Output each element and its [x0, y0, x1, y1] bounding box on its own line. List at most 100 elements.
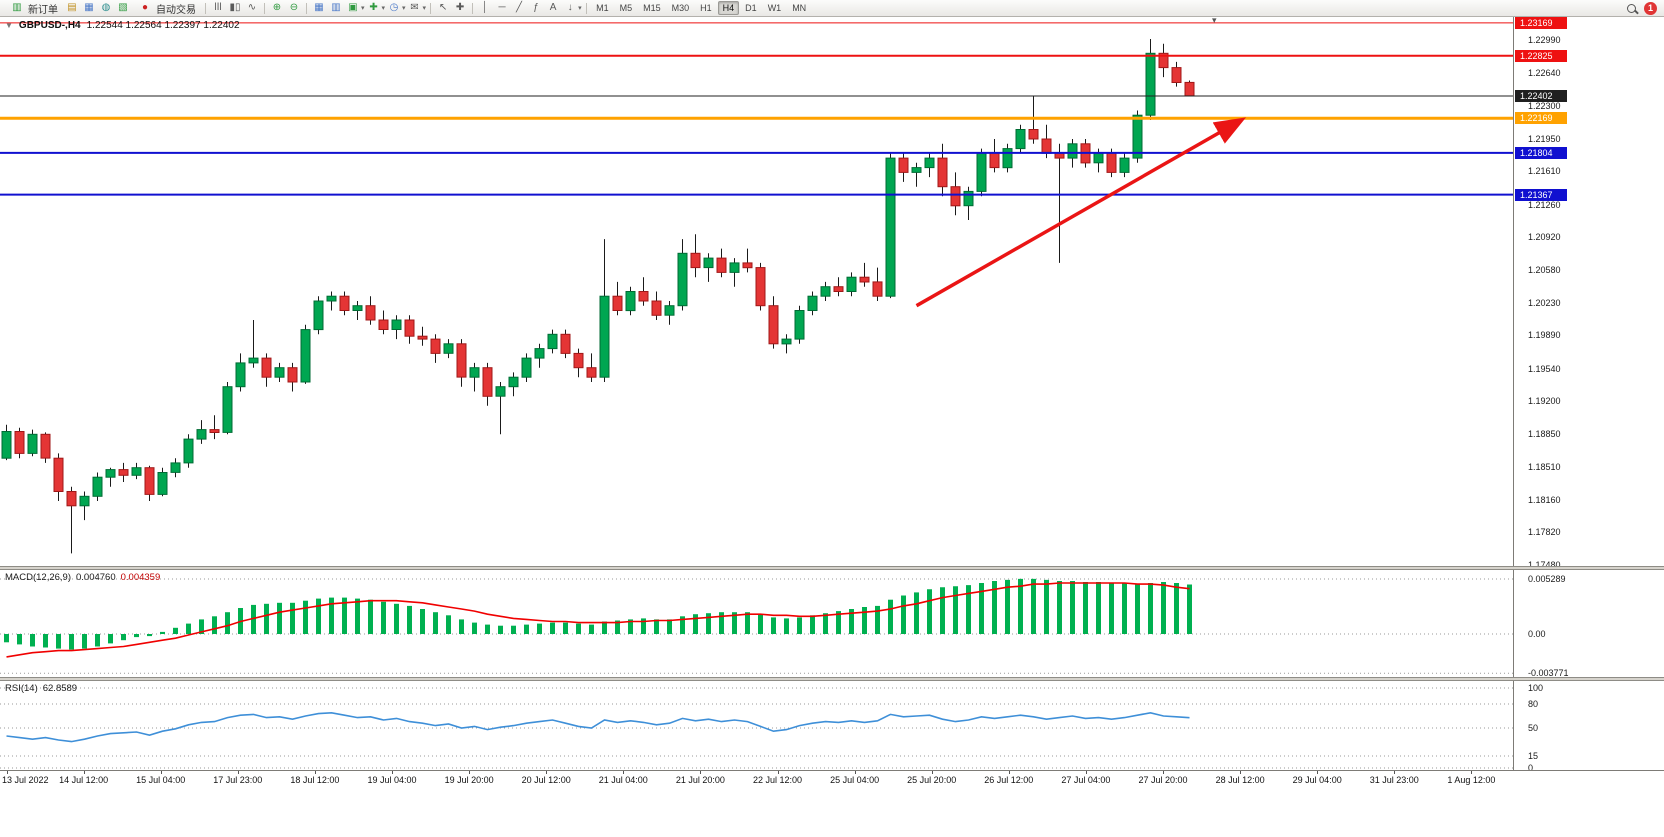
timeframe-button-d1[interactable]: D1	[745, 3, 757, 13]
autotrading-button[interactable]: ● 自动交易	[132, 1, 201, 16]
rsi-axis-tick: 50	[1528, 723, 1539, 733]
chart-ohlc-values: 1.22544 1.22564 1.22397 1.22402	[86, 20, 240, 31]
arrows-dropdown-icon[interactable]: ▾	[578, 5, 582, 12]
price-tick: 1.17480	[1528, 560, 1561, 570]
toolbar-right: 1	[1627, 1, 1660, 15]
macd-axis-tick: -0.003771	[1528, 668, 1569, 678]
macd-axis-tick: 0.005289	[1528, 574, 1566, 584]
timeframe-button-h1[interactable]: H1	[700, 3, 712, 13]
timeframe-button-mn[interactable]: MN	[792, 3, 807, 13]
rsi-panel[interactable]: RSI(14) 62.8589	[0, 681, 1513, 770]
time-label: 27 Jul 04:00	[1061, 775, 1111, 785]
chart-symbol-period: GBPUSD-,H4	[18, 20, 81, 31]
vertical-line-icon[interactable]: │	[481, 2, 489, 13]
timeframe-button-m1[interactable]: M1	[596, 3, 609, 13]
trendline-icon[interactable]: ╱	[516, 2, 523, 13]
price-tick: 1.21610	[1528, 166, 1561, 176]
new-order-button[interactable]: ▥ 新订单	[4, 1, 63, 16]
tile-windows-icon[interactable]: ▦	[314, 2, 324, 13]
cursor-icon[interactable]: ↖	[438, 2, 448, 13]
collapse-chart-icon[interactable]: ▼	[5, 21, 13, 30]
macd-panel[interactable]: MACD(12,26,9) 0.004760 0.004359	[0, 570, 1513, 677]
indicators-add-icon[interactable]: ✚	[369, 2, 378, 13]
price-line-tag: 1.23169	[1515, 17, 1567, 29]
price-chart-canvas[interactable]	[0, 17, 1513, 566]
toolbar-separator	[205, 2, 206, 14]
line-chart-icon[interactable]: ∿	[247, 2, 257, 13]
bars-chart-icon[interactable]: ǀǀǀ	[214, 2, 222, 13]
price-line-tag: 1.21367	[1515, 189, 1567, 201]
chart-shift-marker[interactable]: ▾	[1212, 15, 1217, 25]
panel-divider-rsi[interactable]	[0, 677, 1664, 681]
time-tick	[1471, 771, 1473, 774]
period-dropdown-icon[interactable]: ▾	[402, 5, 406, 12]
toolbar-separator	[306, 2, 307, 14]
time-axis[interactable]: 13 Jul 2022 14 Jul 12:00 15 Jul 04:00 17 Ju…	[0, 770, 1664, 837]
macd-signal-line	[6, 582, 1190, 658]
bull-candles	[1, 52, 1156, 507]
horizontal-line-icon[interactable]: ─	[498, 2, 506, 13]
timeframe-button-h4[interactable]: H4	[717, 1, 740, 15]
navigator-icon[interactable]: ▦	[84, 2, 94, 13]
time-label: 15 Jul 04:00	[136, 775, 186, 785]
time-tick	[777, 771, 779, 774]
time-label: 22 Jul 12:00	[752, 775, 803, 785]
candlestick-chart-icon[interactable]: ▮▯	[229, 2, 241, 13]
time-label: 25 Jul 20:00	[907, 775, 957, 785]
rsi-axis-tick: 15	[1528, 751, 1539, 761]
time-tick	[1394, 771, 1396, 774]
trend-arrow[interactable]	[915, 117, 1247, 308]
text-label-icon[interactable]: A	[549, 2, 557, 13]
time-label: 17 Jul 23:00	[213, 775, 263, 785]
timeframe-button-m30[interactable]: M30	[671, 3, 690, 13]
chart-workspace: ▼ GBPUSD-,H4 1.22544 1.22564 1.22397 1.2…	[0, 15, 1664, 837]
crosshair-icon[interactable]: ✚	[455, 2, 465, 13]
time-label: 19 Jul 04:00	[367, 775, 417, 785]
terminal-icon[interactable]: ▧	[118, 2, 128, 13]
candle-wicks	[6, 39, 1190, 554]
new-chart-icon[interactable]: ▣	[348, 2, 358, 13]
price-axis[interactable]: 1.22990 1.22640 1.22300 1.21950 1.21610 1.212…	[1513, 17, 1664, 773]
time-tick	[469, 771, 471, 774]
arrows-tool-icon[interactable]: ↓	[567, 2, 573, 13]
timeframe-button-w1[interactable]: W1	[767, 3, 782, 13]
new-chart-dropdown-icon[interactable]: ▾	[361, 5, 365, 12]
fibonacci-icon[interactable]: ƒ	[533, 2, 539, 13]
price-tick: 1.19540	[1528, 364, 1561, 374]
timeframe-button-m5[interactable]: M5	[619, 3, 633, 13]
timeframe-group: M1 M5 M15 M30 H1 H4 D1 W1 MN	[591, 1, 812, 15]
macd-canvas[interactable]	[0, 570, 1513, 677]
time-label: 28 Jul 12:00	[1215, 775, 1265, 785]
price-line-tag: 1.21804	[1515, 147, 1567, 159]
time-tick	[392, 771, 393, 774]
panel-divider-macd[interactable]	[0, 566, 1664, 570]
indicators-dropdown-icon[interactable]: ▾	[381, 5, 386, 12]
price-tick: 1.22990	[1528, 35, 1561, 45]
timeframe-button-m15[interactable]: M15	[643, 3, 661, 13]
news-icon[interactable]: ✉	[410, 2, 419, 13]
data-window-icon[interactable]: ◍	[101, 2, 111, 13]
zoom-in-icon[interactable]: ⊕	[272, 2, 282, 13]
time-label: 21 Jul 04:00	[598, 775, 648, 785]
price-chart-panel[interactable]: ▼ GBPUSD-,H4 1.22544 1.22564 1.22397 1.2…	[0, 15, 1513, 566]
new-order-icon: ▥	[12, 2, 22, 13]
time-label: 27 Jul 20:00	[1138, 775, 1188, 785]
chart-header: ▼ GBPUSD-,H4 1.22544 1.22564 1.22397 1.2…	[5, 20, 240, 31]
news-dropdown-icon[interactable]: ▾	[422, 5, 427, 12]
time-tick	[546, 771, 548, 774]
market-watch-icon[interactable]: ▤	[67, 2, 77, 13]
zoom-out-icon[interactable]: ⊖	[289, 2, 299, 13]
cascade-windows-icon[interactable]: ▥	[331, 2, 341, 13]
notification-badge[interactable]: 1	[1644, 1, 1657, 15]
price-tick: 1.19200	[1528, 396, 1561, 406]
autotrading-label: 自动交易	[156, 4, 196, 16]
time-tick	[1163, 771, 1164, 774]
horizontal-price-lines[interactable]	[0, 22, 1513, 196]
period-clock-icon[interactable]: ◷	[389, 2, 399, 13]
time-label: 19 Jul 20:00	[444, 775, 494, 785]
time-tick	[83, 771, 85, 774]
search-icon[interactable]	[1627, 3, 1636, 13]
rsi-canvas[interactable]	[0, 681, 1513, 770]
rsi-axis-tick: 0	[1528, 763, 1534, 773]
